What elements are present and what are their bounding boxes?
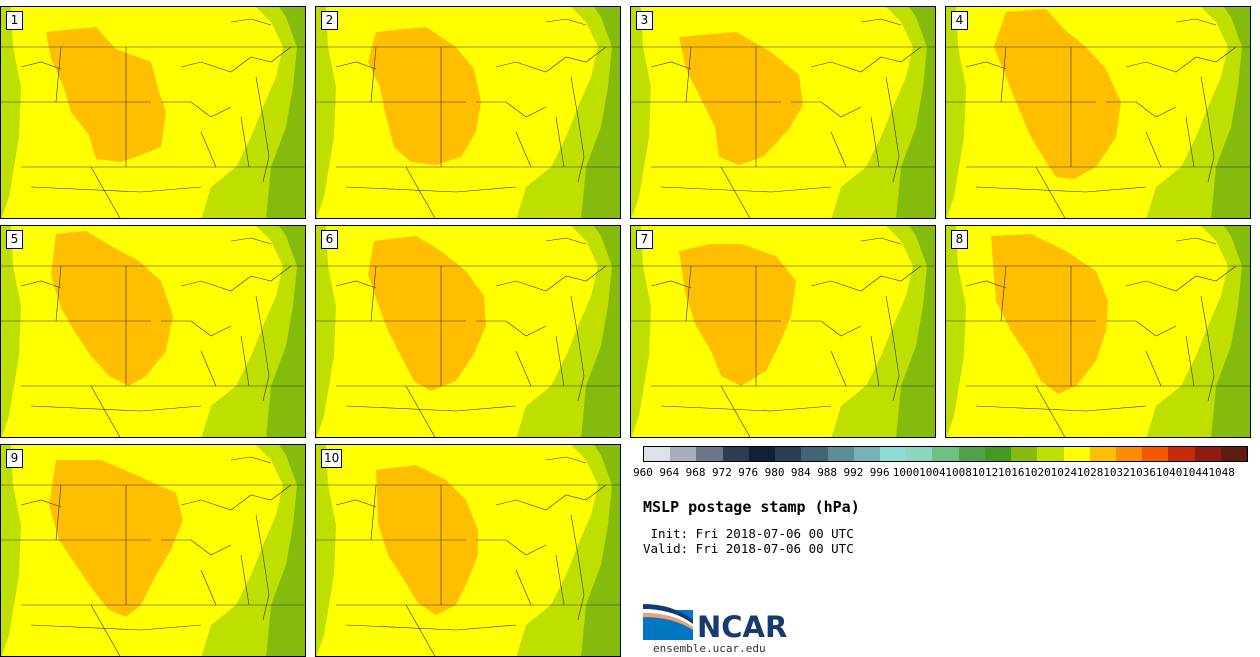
colorbar-swatch [1089,447,1116,461]
colorbar-swatch [748,447,776,461]
colorbar-tick-label: 972 [711,466,732,479]
colorbar-swatch [906,447,933,461]
colorbar-swatch [670,447,697,461]
colorbar-tick-label: 976 [738,466,759,479]
stamp-panel-3: 3 [630,6,936,219]
mslp-map [946,7,1250,218]
panel-number: 4 [951,11,968,30]
colorbar-tick-label: 988 [817,466,838,479]
init-time: Init: Fri 2018-07-06 00 UTC [643,526,854,541]
colorbar-swatch [1220,447,1248,461]
colorbar-swatch [801,447,828,461]
ncar-logo-icon [643,604,693,640]
stamp-panel-1: 1 [0,6,306,219]
panel-number: 1 [6,11,23,30]
panel-number: 3 [636,11,653,30]
colorbar-tick-label: 992 [843,466,864,479]
stamp-panel-4: 4 [945,6,1251,219]
colorbar-tick-label: 1024 [1050,466,1078,479]
colorbar-swatch [932,447,959,461]
colorbar-swatch [1194,447,1221,461]
site-url: ensemble.ucar.edu [653,642,766,655]
stamp-panel-8: 8 [945,225,1251,438]
colorbar-ticks: 960 964 968 972 976 980 984 988 992 996 1000 1004 10… [630,466,1250,480]
colorbar-swatch [1115,447,1143,461]
mslp-map [1,226,305,437]
colorbar-swatch [1063,447,1090,461]
panel-number: 9 [6,449,23,468]
panel-number: 5 [6,230,23,249]
colorbar-tick-label: 1004 [919,466,946,479]
mslp-map [1,445,305,656]
colorbar-tick-label: 1020 [1024,466,1051,479]
mslp-map [946,226,1250,437]
mslp-map [1,7,305,218]
colorbar-tick-label: 1036 [1129,466,1157,479]
stamp-panel-10: 10 [315,444,621,657]
colorbar-swatch [1037,447,1064,461]
colorbar-swatch [958,447,985,461]
colorbar-swatch [853,447,880,461]
colorbar-swatch [827,447,854,461]
colorbar-tick-label: 964 [659,466,680,479]
colorbar-swatch [1011,447,1038,461]
colorbar-swatch [722,447,749,461]
mslp-map [631,7,935,218]
colorbar-swatch [1142,447,1169,461]
panel-number: 10 [321,449,343,468]
stamp-panel-6: 6 [315,225,621,438]
colorbar-tick-label: 980 [764,466,785,479]
colorbar-tick-label: 1012 [971,466,999,479]
colorbar-tick-label: 996 [869,466,890,479]
colorbar-tick-label: 1040 [1155,466,1183,479]
colorbar-tick-label: 984 [790,466,811,479]
colorbar-tick-label: 1028 [1076,466,1104,479]
colorbar-tick-label: 960 [633,466,653,479]
mslp-map [316,7,620,218]
stamp-panel-7: 7 [630,225,936,438]
ncar-logo-text: NCAR [697,610,788,644]
colorbar-swatch [696,447,723,461]
mslp-map [316,226,620,437]
mslp-map [631,226,935,437]
stamp-panel-2: 2 [315,6,621,219]
colorbar-tick-label: 1044 [1182,466,1209,479]
mslp-map [316,445,620,656]
colorbar-tick-label: 1008 [945,466,972,479]
colorbar-tick-label: 1000 [892,466,920,479]
stamp-panel-9: 9 [0,444,306,657]
colorbar-swatch [775,447,802,461]
panel-number: 7 [636,230,653,249]
colorbar-swatch [644,447,671,461]
pressure-colorbar [643,446,1248,462]
panel-number: 2 [321,11,338,30]
colorbar-tick-label: 1016 [998,466,1025,479]
stamp-panel-5: 5 [0,225,306,438]
panel-number: 8 [951,230,968,249]
valid-time: Valid: Fri 2018-07-06 00 UTC [643,541,854,556]
colorbar-swatch [984,447,1012,461]
panel-number: 6 [321,230,338,249]
colorbar-tick-label: 968 [685,466,706,479]
colorbar-swatch [879,447,907,461]
chart-title: MSLP postage stamp (hPa) [643,498,860,516]
colorbar-swatch [1168,447,1195,461]
colorbar-tick-label: 1032 [1103,466,1130,479]
colorbar-tick-label: 1048 [1208,466,1235,479]
